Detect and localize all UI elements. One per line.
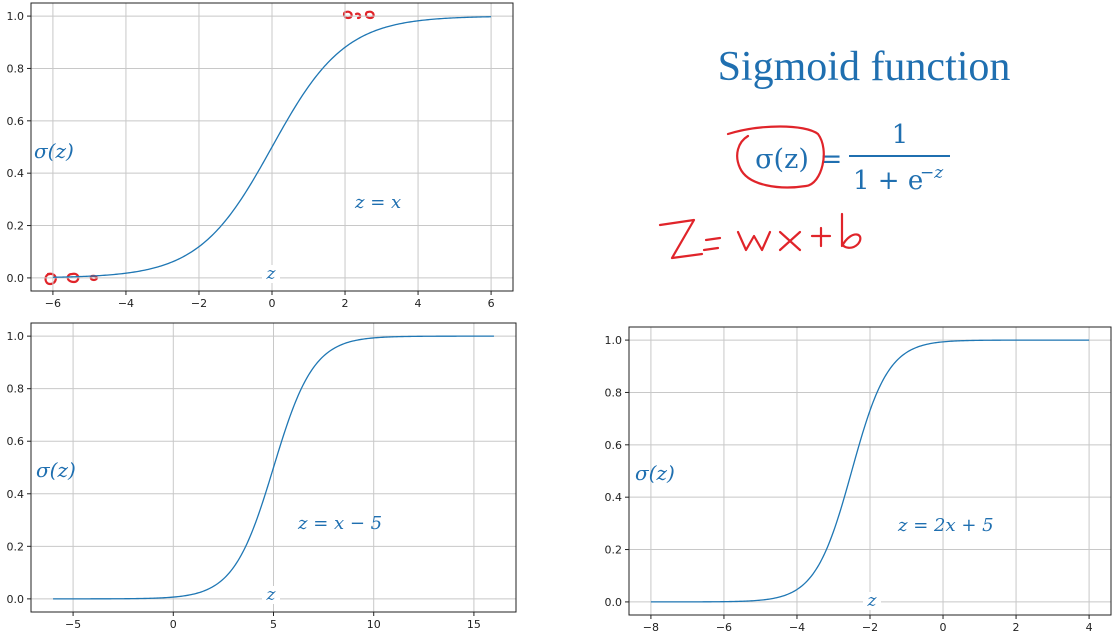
x-tick-label: 4	[1086, 621, 1093, 634]
x-tick-labels: −6 −4 −2 0 2 4 6	[45, 291, 495, 310]
x-tick-label: −8	[643, 621, 659, 634]
y-tick-label: 0.6	[7, 435, 25, 448]
y-tick-label: 0.0	[605, 596, 623, 609]
y-tick-labels: 0.0 0.2 0.4 0.6 0.8 1.0	[7, 330, 31, 606]
plot-z-equals-2x-plus-5: −8 −6 −4 −2 0 2 4 0.0 0.2 0.4 0.6 0.8 1.0 σ(z) z z …	[605, 326, 1112, 634]
x-tick-label: 15	[467, 618, 481, 631]
y-tick-labels: 0.0 0.2 0.4 0.6 0.8 1.0	[605, 334, 629, 609]
x-tick-label: 2	[1013, 621, 1020, 634]
y-tick-label: 0.8	[7, 383, 25, 396]
y-tick-label: 0.0	[7, 593, 25, 606]
y-axis-label: σ(z)	[635, 461, 675, 485]
x-tick-label: −6	[45, 297, 61, 310]
z-label-background	[262, 586, 280, 604]
z-label-background	[262, 265, 280, 283]
handwritten-equals	[702, 236, 722, 252]
handwritten-z	[658, 218, 704, 260]
z-label: z	[266, 264, 277, 284]
handwritten-annotations	[44, 10, 862, 286]
x-tick-labels: −5 0 5 10 15	[65, 612, 481, 631]
mark-high-points	[342, 10, 375, 20]
z-label: z	[867, 591, 878, 611]
equation-label: z = 2x + 5	[897, 515, 994, 536]
equation-label: z = x	[354, 192, 401, 213]
y-tick-label: 0.2	[7, 540, 25, 553]
x-tick-label: −4	[789, 621, 805, 634]
page-title: Sigmoid function	[718, 44, 1011, 90]
y-tick-label: 0.4	[7, 167, 25, 180]
formula-denominator-exponent: −z	[920, 163, 944, 183]
formula-denominator-base: 1 + e	[853, 166, 923, 196]
y-tick-label: 1.0	[7, 330, 25, 343]
x-tick-label: −6	[716, 621, 732, 634]
x-tick-labels: −8 −6 −4 −2 0 2 4	[643, 615, 1093, 634]
x-tick-label: 5	[270, 618, 277, 631]
handwritten-plus	[810, 226, 832, 248]
x-tick-label: 0	[940, 621, 947, 634]
x-tick-label: 6	[488, 297, 495, 310]
y-tick-label: 0.8	[605, 386, 623, 399]
x-tick-label: 0	[170, 618, 177, 631]
z-label-background	[863, 592, 881, 610]
plot-z-equals-x: −6 −4 −2 0 2 4 6 0.0 0.2 0.4 0.6 0.8 1.0 σ(z) z z =…	[7, 2, 514, 310]
equation-label: z = x − 5	[297, 513, 382, 534]
circle-mark	[726, 125, 825, 189]
y-axis-label: σ(z)	[36, 458, 76, 482]
sigmoid-curve	[53, 335, 494, 600]
handwritten-x	[778, 230, 802, 252]
y-tick-label: 0.4	[605, 491, 623, 504]
y-tick-label: 0.2	[605, 544, 623, 557]
x-tick-label: −5	[65, 618, 81, 631]
y-axis-label: σ(z)	[34, 139, 74, 163]
y-tick-label: 1.0	[605, 334, 623, 347]
y-tick-label: 0.8	[7, 62, 25, 75]
y-tick-label: 0.6	[605, 439, 623, 452]
x-tick-label: 10	[367, 618, 381, 631]
formula-lhs: σ(z)	[755, 144, 809, 175]
x-tick-label: −4	[118, 297, 134, 310]
y-tick-labels: 0.0 0.2 0.4 0.6 0.8 1.0	[7, 10, 31, 285]
y-tick-label: 0.2	[7, 220, 25, 233]
x-tick-label: −2	[862, 621, 878, 634]
x-tick-label: 2	[342, 297, 349, 310]
sigmoid-curve	[650, 339, 1090, 603]
y-tick-label: 0.6	[7, 115, 25, 128]
formula-equals: =	[820, 144, 843, 175]
x-tick-label: −2	[191, 297, 207, 310]
y-tick-label: 0.0	[7, 272, 25, 285]
y-tick-label: 0.4	[7, 488, 25, 501]
x-tick-label: 4	[415, 297, 422, 310]
sigmoid-curve	[52, 16, 492, 278]
z-label: z	[266, 585, 277, 605]
formula-numerator: 1	[892, 120, 909, 150]
grid-lines	[629, 327, 1111, 615]
sigmoid-formula: σ(z) = 1 1 + e −z	[755, 120, 950, 196]
handwritten-b	[840, 212, 862, 249]
x-tick-label: 0	[269, 297, 276, 310]
plot-z-equals-x-minus-5: −5 0 5 10 15 0.0 0.2 0.4 0.6 0.8 1.0 σ(z) z z = x…	[7, 322, 517, 631]
y-tick-label: 1.0	[7, 10, 25, 23]
handwritten-w	[736, 230, 772, 252]
